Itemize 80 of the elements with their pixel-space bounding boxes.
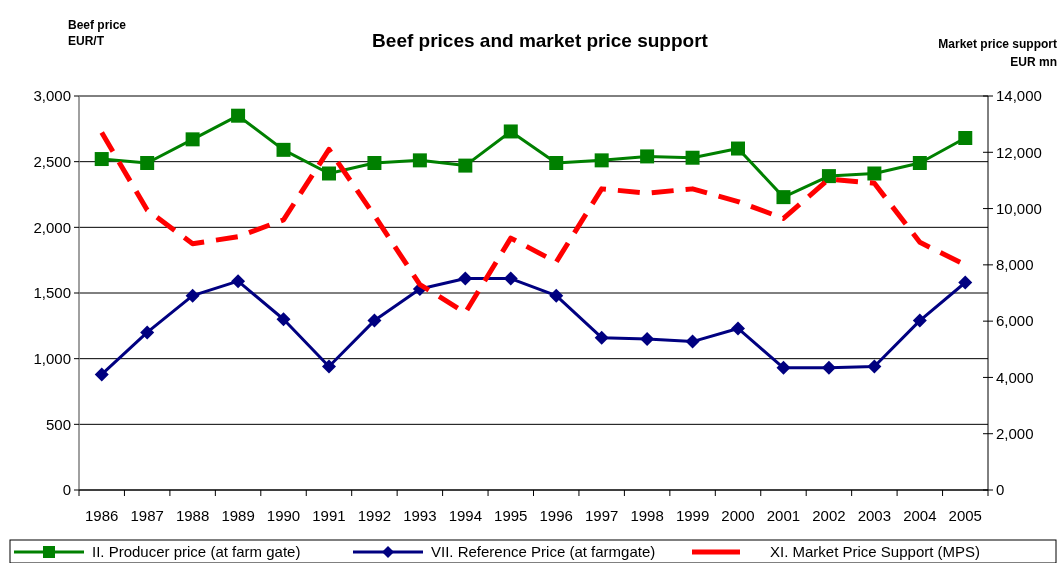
- point: [458, 158, 473, 173]
- y2-tick-label: 8,000: [996, 256, 1034, 274]
- point: [321, 359, 336, 374]
- y-tick-label: 0: [62, 481, 71, 499]
- point: [821, 169, 836, 184]
- x-tick-label: 2004: [903, 507, 937, 524]
- point: [958, 131, 973, 146]
- chart-title: Beef prices and market price support: [372, 30, 709, 51]
- y2-axis-title: Market price support EUR mn: [938, 37, 1057, 69]
- point: [776, 360, 791, 375]
- x-tick-label: 2003: [857, 507, 892, 524]
- legend-label: II. Producer price (at farm gate): [92, 543, 301, 561]
- x-tick-label: 2002: [812, 507, 846, 524]
- point: [367, 313, 382, 328]
- point: [821, 360, 836, 375]
- point: [594, 153, 609, 168]
- y-tick-label: 3,000: [33, 87, 71, 105]
- legend-label: VII. Reference Price (at farmgate): [431, 543, 656, 561]
- x-tick-label: 1996: [539, 507, 573, 524]
- point: [94, 152, 109, 167]
- x-tick-label: 1997: [584, 507, 619, 524]
- y-tick-label: 1,500: [33, 284, 71, 302]
- y2-tick-label: 4,000: [996, 368, 1034, 386]
- point: [640, 331, 655, 346]
- point: [549, 155, 564, 170]
- point: [867, 166, 882, 181]
- x-tick-label: 1987: [130, 507, 164, 524]
- point: [503, 271, 518, 286]
- y2-tick-label: 10,000: [996, 199, 1042, 217]
- x-tick-label: 1994: [448, 507, 483, 524]
- point: [140, 325, 155, 340]
- point: [94, 367, 109, 382]
- point: [867, 359, 882, 374]
- y2-tick-label: 0: [996, 481, 1005, 499]
- x-tick-label: 2000: [721, 507, 755, 524]
- x-tick-label: 1995: [494, 507, 528, 524]
- point: [912, 313, 927, 328]
- x-tick-label: 1993: [403, 507, 437, 524]
- point: [276, 312, 291, 327]
- point: [276, 142, 291, 157]
- point: [731, 141, 746, 156]
- y2-tick-label: 2,000: [996, 424, 1034, 442]
- x-tick-label: 2005: [948, 507, 982, 524]
- x-tick-label: 1992: [357, 507, 392, 524]
- y-axis-title: Beef price EUR/T: [68, 18, 127, 48]
- y2-tick-label: 14,000: [996, 87, 1042, 105]
- point: [549, 288, 564, 303]
- y-tick-label: 2,500: [33, 152, 71, 170]
- point: [231, 108, 246, 123]
- x-tick-label: 1990: [266, 507, 301, 524]
- point: [912, 155, 927, 170]
- y2-tick-label: 12,000: [996, 143, 1042, 161]
- point: [185, 132, 200, 147]
- point: [458, 271, 473, 286]
- x-tick-label: 1989: [221, 507, 255, 524]
- point: [685, 334, 700, 349]
- point: [367, 155, 382, 170]
- x-tick-label: 1986: [85, 507, 119, 524]
- y2-tick-label: 6,000: [996, 312, 1034, 330]
- point: [640, 149, 655, 164]
- x-tick-label: 1991: [312, 507, 346, 524]
- point: [503, 124, 518, 139]
- point: [958, 275, 973, 290]
- point: [140, 155, 155, 170]
- y-tick-label: 1,000: [33, 349, 71, 367]
- point: [412, 153, 427, 168]
- x-tick-label: 1998: [630, 507, 664, 524]
- point: [321, 166, 336, 181]
- x-tick-label: 1988: [175, 507, 210, 524]
- point: [685, 150, 700, 165]
- point: [776, 190, 791, 205]
- point: [731, 321, 746, 336]
- point: [594, 330, 609, 345]
- point: [231, 274, 246, 289]
- y-tick-label: 500: [45, 415, 71, 433]
- point: [185, 288, 200, 303]
- legend-label: XI. Market Price Support (MPS): [770, 543, 981, 561]
- x-tick-label: 1999: [675, 507, 710, 524]
- x-tick-label: 2001: [766, 507, 801, 524]
- y-tick-label: 2,000: [33, 218, 71, 236]
